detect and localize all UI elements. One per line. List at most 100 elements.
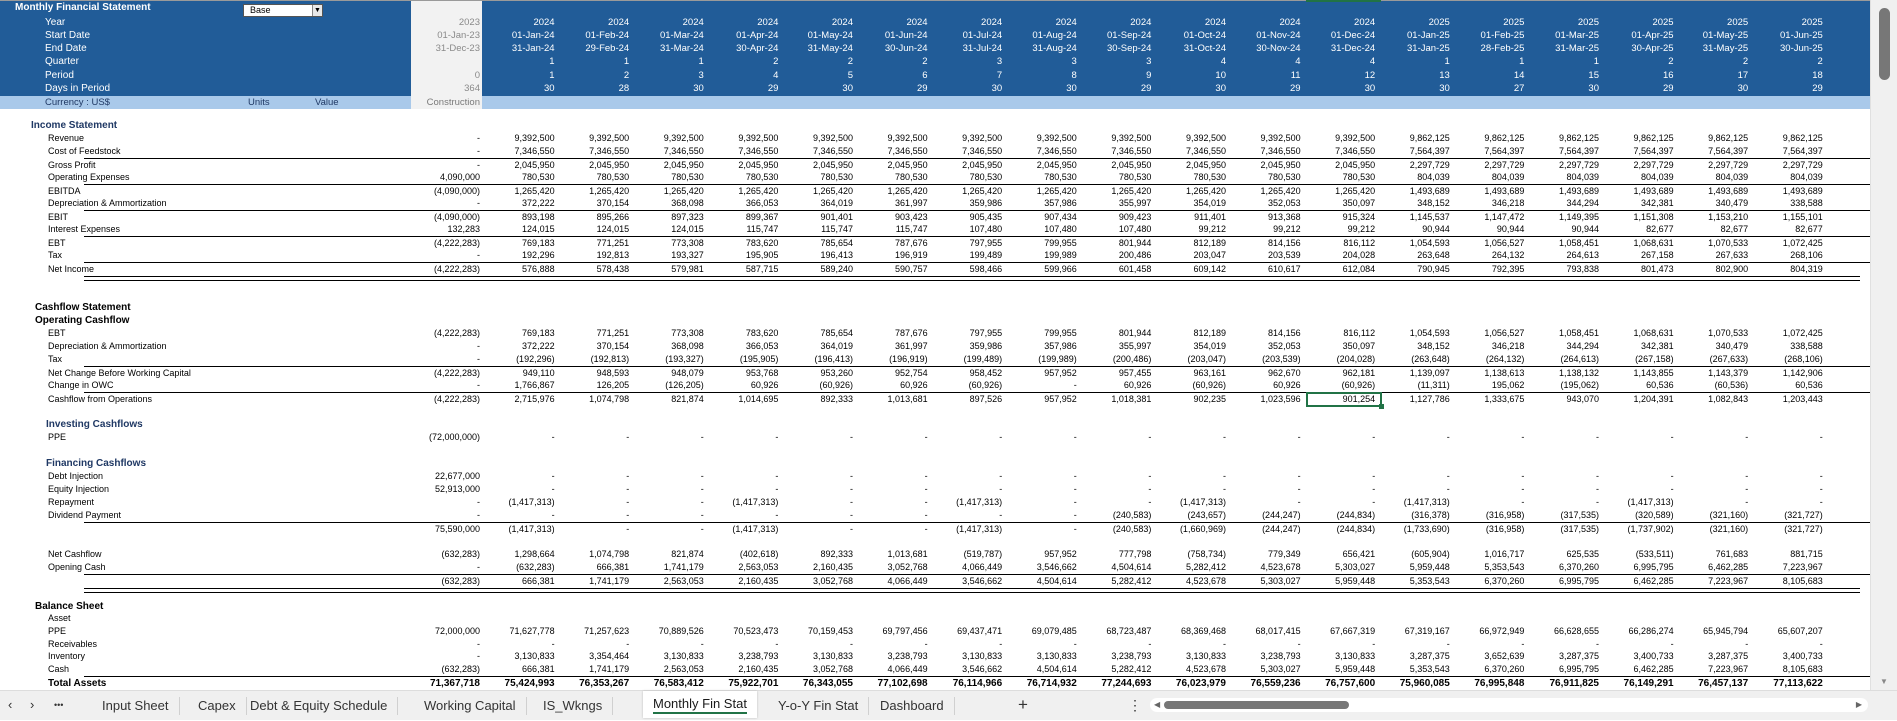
data-cell[interactable]: - [551, 471, 555, 481]
header-cell[interactable]: 29 [1663, 83, 1674, 94]
header-cell[interactable]: 12 [1364, 70, 1376, 81]
header-cell[interactable]: 4 [773, 70, 779, 81]
data-cell[interactable]: (126,205) [665, 380, 704, 390]
data-cell[interactable]: (60,536) [1714, 380, 1749, 390]
header-cell[interactable]: 2 [847, 56, 853, 67]
data-cell[interactable]: - [775, 432, 779, 442]
data-cell[interactable]: - [1372, 484, 1376, 494]
data-cell[interactable]: 66,286,274 [1628, 626, 1674, 636]
data-cell[interactable]: 60,926 [750, 380, 779, 390]
chevron-down-icon[interactable]: ▼ [312, 5, 322, 16]
data-cell[interactable]: - [1521, 484, 1525, 494]
header-cell[interactable]: 1 [1593, 56, 1599, 67]
data-cell[interactable]: 126,205 [596, 380, 630, 390]
header-cell[interactable]: 3 [1071, 56, 1077, 67]
data-cell[interactable]: 1,068,631 [1633, 238, 1674, 248]
data-cell[interactable]: 779,349 [1268, 549, 1301, 559]
data-cell[interactable]: 761,683 [1715, 549, 1749, 559]
data-cell[interactable]: 4,523,678 [1260, 562, 1301, 572]
header-cell[interactable]: 31-Aug-24 [1032, 43, 1077, 54]
data-cell[interactable]: 1,203,443 [1782, 394, 1823, 404]
data-cell[interactable]: 576,888 [522, 264, 555, 274]
data-cell[interactable]: 9,392,500 [514, 133, 555, 143]
data-cell[interactable]: - [924, 510, 928, 520]
data-cell[interactable]: 6,370,260 [1484, 576, 1525, 586]
data-cell[interactable]: 1,265,420 [1036, 186, 1077, 196]
data-cell[interactable]: 589,240 [820, 264, 853, 274]
data-cell[interactable]: (244,834) [1336, 524, 1376, 534]
data-cell[interactable]: (199,989) [1038, 354, 1077, 364]
header-cell[interactable]: 01-Jun-25 [1780, 30, 1823, 41]
data-cell[interactable]: 579,981 [671, 264, 704, 274]
data-cell[interactable]: - [1073, 524, 1077, 534]
header-cell[interactable]: 2025 [1801, 17, 1823, 28]
data-cell[interactable]: 4,523,678 [1185, 664, 1226, 674]
data-cell[interactable]: 2,160,435 [738, 664, 779, 674]
data-cell[interactable]: 352,053 [1268, 341, 1301, 351]
data-cell[interactable]: 1,143,855 [1633, 368, 1674, 378]
data-cell[interactable]: - [849, 639, 853, 649]
data-cell[interactable]: 5,282,412 [1111, 664, 1152, 674]
data-cell[interactable]: 666,381 [596, 562, 630, 572]
data-cell[interactable]: - [999, 510, 1003, 520]
data-cell[interactable]: - [775, 471, 779, 481]
data-cell[interactable]: 2,563,053 [663, 664, 704, 674]
header-cell[interactable]: 17 [1737, 70, 1749, 81]
data-cell[interactable]: 2,160,435 [738, 576, 779, 586]
tab-input-sheet[interactable]: Input Sheet [92, 697, 180, 715]
data-cell[interactable]: 77,113,622 [1773, 678, 1823, 689]
data-cell[interactable]: 949,110 [522, 368, 555, 378]
header-cell[interactable]: 31-Mar-25 [1555, 43, 1599, 54]
data-cell[interactable]: 2,045,950 [1335, 160, 1376, 170]
data-cell[interactable]: 814,156 [1268, 238, 1301, 248]
data-cell[interactable]: 902,235 [1193, 394, 1226, 404]
data-cell[interactable]: 76,559,236 [1250, 678, 1301, 689]
data-cell[interactable]: - [1595, 484, 1599, 494]
data-cell[interactable]: (316,958) [1485, 524, 1525, 534]
data-cell[interactable]: 1,149,395 [1558, 212, 1599, 222]
data-cell[interactable]: 204,028 [1342, 250, 1376, 260]
horizontal-scrollbar[interactable]: ◀ ▶ [1150, 698, 1868, 712]
data-cell[interactable]: - [849, 510, 853, 520]
header-cell[interactable]: 01-May-24 [807, 30, 853, 41]
tab-y-o-y-fin-stat[interactable]: Y-o-Y Fin Stat [768, 697, 870, 715]
data-cell[interactable]: - [1819, 639, 1823, 649]
data-cell[interactable]: 957,455 [1118, 368, 1152, 378]
construction-cell[interactable]: - [477, 160, 480, 170]
data-cell[interactable]: 1,298,664 [514, 549, 555, 559]
data-cell[interactable]: 4,504,614 [1036, 664, 1077, 674]
data-cell[interactable]: (533,511) [1635, 549, 1674, 559]
data-cell[interactable]: 3,130,833 [663, 651, 704, 661]
data-cell[interactable]: 2,045,950 [887, 160, 928, 170]
header-cell[interactable]: 2 [1668, 56, 1674, 67]
header-cell[interactable]: 2024 [757, 17, 779, 28]
header-cell[interactable]: 10 [1215, 70, 1226, 81]
data-cell[interactable]: 899,367 [745, 212, 779, 222]
data-cell[interactable]: 2,160,435 [812, 562, 853, 572]
vertical-scroll-thumb[interactable] [1879, 8, 1890, 80]
vertical-scrollbar[interactable]: ▼ [1870, 0, 1897, 690]
header-cell[interactable]: 30-Jun-25 [1780, 43, 1823, 54]
data-cell[interactable]: 67,319,167 [1404, 626, 1450, 636]
data-cell[interactable]: 359,986 [969, 341, 1003, 351]
header-cell[interactable]: 2024 [1354, 17, 1376, 28]
data-cell[interactable]: 1,054,593 [1409, 328, 1450, 338]
data-cell[interactable]: - [924, 524, 928, 534]
data-cell[interactable]: 348,152 [1417, 198, 1450, 208]
header-cell[interactable]: 31-Oct-24 [1183, 43, 1226, 54]
data-cell[interactable]: (402,618) [739, 549, 779, 559]
data-cell[interactable]: 90,944 [1422, 224, 1450, 234]
header-cell[interactable]: 30-Jun-24 [884, 43, 928, 54]
data-cell[interactable]: 948,079 [671, 368, 704, 378]
data-cell[interactable]: 3,238,793 [1111, 651, 1152, 661]
header-cell[interactable]: 1 [1519, 56, 1525, 67]
data-cell[interactable]: 4,504,614 [1111, 562, 1152, 572]
scenario-dropdown[interactable]: Base ▼ [243, 4, 323, 17]
data-cell[interactable]: 68,017,415 [1255, 626, 1301, 636]
data-cell[interactable]: - [924, 484, 928, 494]
data-cell[interactable]: 957,952 [1044, 394, 1077, 404]
data-cell[interactable]: - [924, 471, 928, 481]
data-cell[interactable]: 1,072,425 [1782, 238, 1823, 248]
data-cell[interactable]: 801,944 [1118, 238, 1152, 248]
data-cell[interactable]: (321,160) [1709, 524, 1749, 534]
